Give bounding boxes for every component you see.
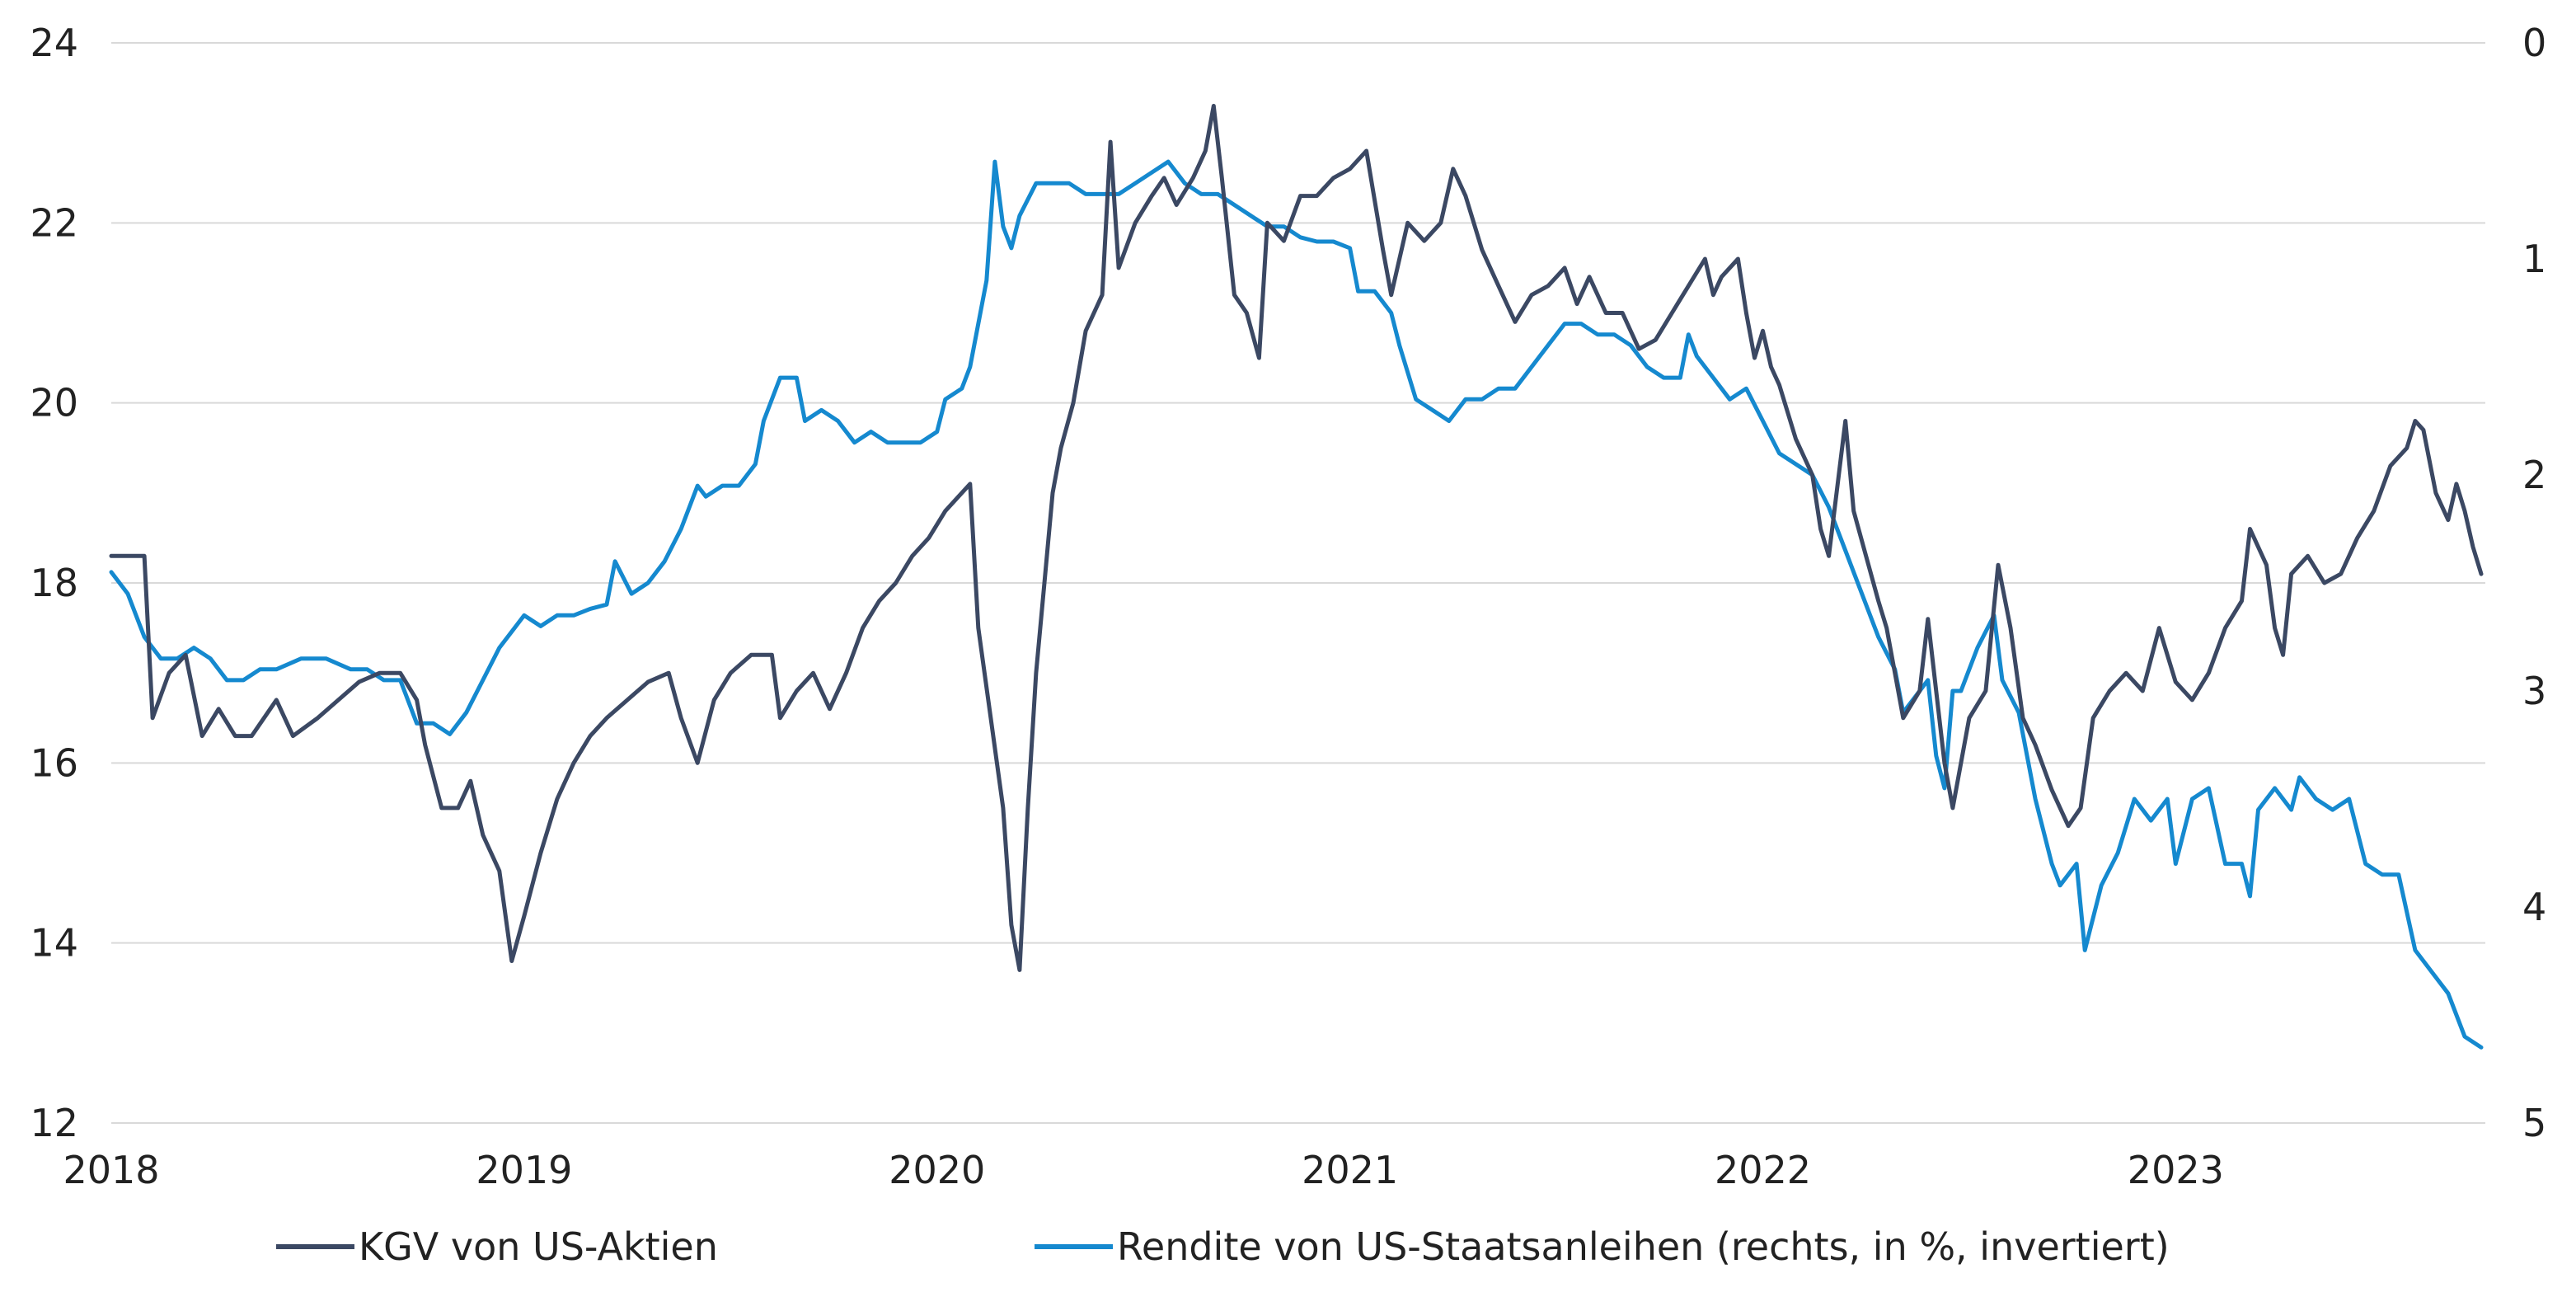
right-tick-label: 3	[2522, 669, 2546, 713]
x-tick-label: 2019	[476, 1148, 572, 1192]
x-tick-label: 2023	[2128, 1148, 2224, 1192]
left-axis-ticks: 12 14 16 18 20 22 24	[30, 21, 78, 1145]
series-line-rendite	[109, 159, 2484, 1050]
legend-label-kgv: KGV von US-Aktien	[359, 1224, 718, 1269]
left-tick-label: 24	[30, 21, 78, 65]
right-axis-ticks: 0 1 2 3 4 5	[2522, 21, 2546, 1145]
x-tick-label: 2018	[63, 1148, 159, 1192]
series-layer	[109, 103, 2484, 1050]
x-tick-label: 2022	[1715, 1148, 1811, 1192]
right-tick-label: 0	[2522, 21, 2546, 65]
right-tick-label: 1	[2522, 237, 2546, 281]
left-tick-label: 20	[30, 381, 78, 425]
right-tick-label: 2	[2522, 453, 2546, 497]
left-tick-label: 14	[30, 921, 78, 966]
x-tick-label: 2020	[889, 1148, 985, 1192]
right-tick-label: 4	[2522, 885, 2546, 929]
left-tick-label: 12	[30, 1101, 78, 1145]
grid-lines	[111, 42, 2485, 1124]
x-axis-ticks: 2018 2019 2020 2021 2022 2023	[63, 1148, 2223, 1192]
left-tick-label: 22	[30, 200, 78, 245]
legend-label-rendite: Rendite von US-Staatsanleihen (rechts, i…	[1117, 1224, 2170, 1269]
left-tick-label: 18	[30, 561, 78, 605]
legend: KGV von US-Aktien Rendite von US-Staatsa…	[276, 1224, 2170, 1269]
series-line-kgv	[109, 103, 2484, 972]
left-tick-label: 16	[30, 740, 78, 785]
right-tick-label: 5	[2522, 1101, 2546, 1145]
x-tick-label: 2021	[1302, 1148, 1398, 1192]
